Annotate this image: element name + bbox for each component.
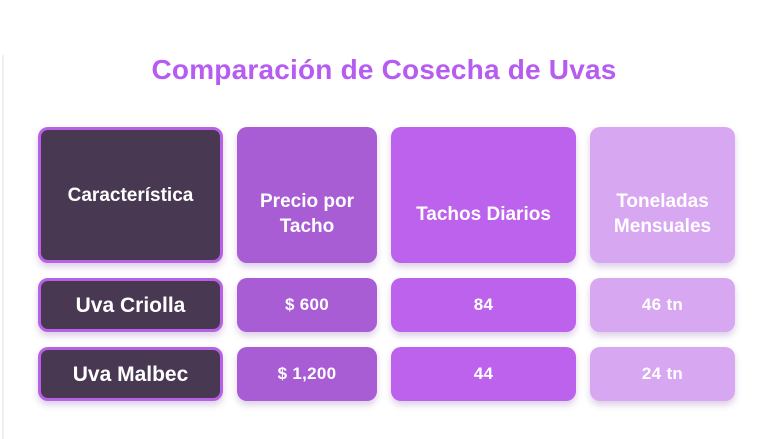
left-edge-line	[2, 55, 4, 439]
row-malbec-price: $ 1,200	[237, 347, 377, 402]
col-header-price: Precio por Tacho	[237, 127, 377, 264]
row-criolla-daily: 84	[391, 278, 576, 333]
row-malbec-tons: 24 tn	[590, 347, 735, 402]
slide-page: Comparación de Cosecha de Uvas Caracterí…	[0, 55, 768, 439]
page-title: Comparación de Cosecha de Uvas	[151, 54, 617, 85]
row-malbec-daily: 44	[391, 347, 576, 402]
col-header-tons: Toneladas Mensuales	[590, 127, 735, 264]
col-header-feature: Característica	[38, 127, 223, 264]
row-malbec-feature: Uva Malbec	[38, 347, 223, 402]
comparison-table: Característica Precio por Tacho Tachos D…	[38, 127, 735, 402]
row-criolla-feature: Uva Criolla	[38, 278, 223, 333]
row-criolla-tons: 46 tn	[590, 278, 735, 333]
row-criolla-price: $ 600	[237, 278, 377, 333]
col-header-daily: Tachos Diarios	[391, 127, 576, 264]
